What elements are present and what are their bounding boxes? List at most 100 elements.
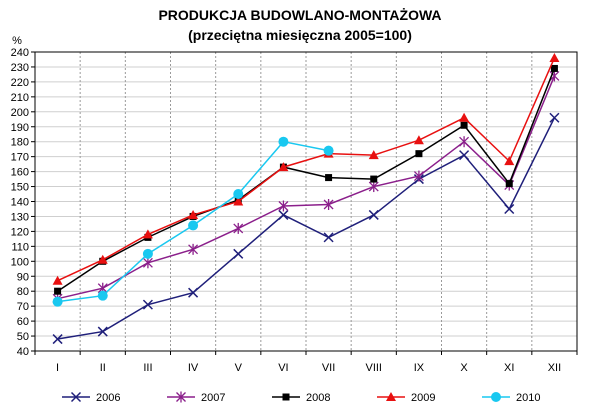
data-point	[323, 232, 334, 243]
legend: 2006 2007 2008 2009 2010	[62, 391, 540, 404]
legend-marker	[70, 391, 82, 403]
data-point	[459, 136, 470, 148]
data-point	[550, 64, 558, 72]
series-line-2008	[57, 68, 556, 292]
series-line-2006	[57, 117, 556, 340]
data-point	[142, 248, 153, 259]
data-point	[54, 287, 62, 295]
y-tick-label: 240	[11, 47, 29, 59]
y-tick-label: 40	[17, 346, 29, 358]
x-tick-label: IX	[414, 362, 425, 374]
data-point	[459, 150, 470, 161]
data-point	[415, 150, 423, 158]
data-point	[504, 156, 515, 166]
data-point	[368, 181, 379, 193]
data-point	[188, 243, 199, 255]
series-2010	[52, 136, 334, 307]
data-point	[278, 162, 289, 172]
legend-item-2009: 2009	[377, 392, 435, 404]
y-tick-label: 190	[11, 122, 29, 134]
chart-subtitle: (przeciętna miesięczna 2005=100)	[188, 27, 412, 43]
data-point	[413, 170, 424, 182]
data-point	[188, 220, 199, 231]
data-point	[52, 296, 63, 307]
legend-label: 2008	[306, 392, 330, 404]
y-tick-label: 90	[17, 271, 29, 283]
data-point	[142, 257, 153, 269]
legend-label: 2009	[411, 392, 435, 404]
x-tick-label: VIII	[365, 362, 382, 374]
y-tick-label: 150	[11, 182, 29, 194]
data-point	[549, 112, 560, 123]
data-point	[504, 203, 515, 215]
y-tick-label: 140	[11, 197, 29, 209]
x-tick-label: VII	[322, 362, 335, 374]
data-point	[97, 290, 108, 301]
y-tick-label: 200	[11, 107, 29, 119]
data-point	[233, 248, 244, 259]
x-tick-label: XI	[504, 362, 514, 374]
data-point	[233, 196, 244, 206]
legend-marker	[176, 391, 186, 403]
series-line-2007	[57, 75, 556, 300]
data-point	[52, 334, 63, 345]
data-point	[97, 254, 108, 264]
data-point	[323, 198, 334, 210]
legend-marker	[386, 392, 396, 401]
legend-item-2007: 2007	[167, 391, 225, 404]
series-2009	[52, 52, 560, 285]
x-tick-label: XII	[548, 362, 561, 374]
legend-item-2006: 2006	[62, 391, 120, 404]
data-point	[370, 175, 378, 183]
y-tick-label: 180	[11, 137, 29, 149]
series-line-2009	[57, 57, 556, 282]
legend-label: 2010	[516, 392, 540, 404]
data-point	[549, 52, 560, 62]
data-point	[325, 174, 333, 182]
y-tick-label: 130	[11, 211, 29, 223]
y-tick-label: 220	[11, 77, 29, 89]
data-point	[278, 209, 289, 220]
data-point	[368, 150, 379, 160]
y-tick-label: 120	[11, 226, 29, 238]
chart-title: PRODUKCJA BUDOWLANO-MONTAŻOWA	[158, 7, 442, 23]
data-point	[413, 135, 424, 145]
legend-marker	[491, 392, 501, 402]
x-tick-label: V	[235, 362, 243, 374]
data-point	[278, 200, 289, 212]
x-tick-label: I	[56, 362, 59, 374]
y-tick-label: 50	[17, 331, 29, 343]
y-tick-label: 80	[17, 286, 29, 298]
y-tick-label: 60	[17, 316, 29, 328]
y-tick-label: 230	[11, 62, 29, 74]
data-point	[188, 287, 199, 298]
series-2006	[52, 112, 560, 345]
data-point	[460, 121, 468, 129]
data-point	[142, 229, 153, 239]
x-tick-label: III	[143, 362, 152, 374]
data-point	[233, 189, 244, 200]
data-point	[278, 136, 289, 147]
y-tick-label: 70	[17, 301, 29, 313]
data-point	[233, 222, 244, 234]
x-axis-ticks: I II III IV V VI VII VIII IX X XI XII	[34, 351, 578, 374]
y-tick-label: 210	[11, 92, 29, 104]
data-point	[323, 145, 334, 156]
data-point	[505, 180, 513, 188]
data-point	[549, 70, 560, 82]
legend-item-2008: 2008	[272, 392, 330, 404]
x-tick-label: X	[460, 362, 468, 374]
legend-item-2010: 2010	[482, 392, 540, 404]
data-point	[142, 299, 153, 310]
data-point	[368, 209, 379, 220]
y-axis-label: %	[12, 35, 22, 47]
x-tick-label: IV	[188, 362, 199, 374]
y-tick-label: 100	[11, 256, 29, 268]
y-tick-label: 110	[11, 241, 29, 253]
y-tick-label: 170	[11, 152, 29, 164]
x-tick-label: VI	[278, 362, 288, 374]
data-point	[52, 275, 63, 285]
data-point	[97, 326, 108, 337]
gridlines	[35, 52, 577, 351]
